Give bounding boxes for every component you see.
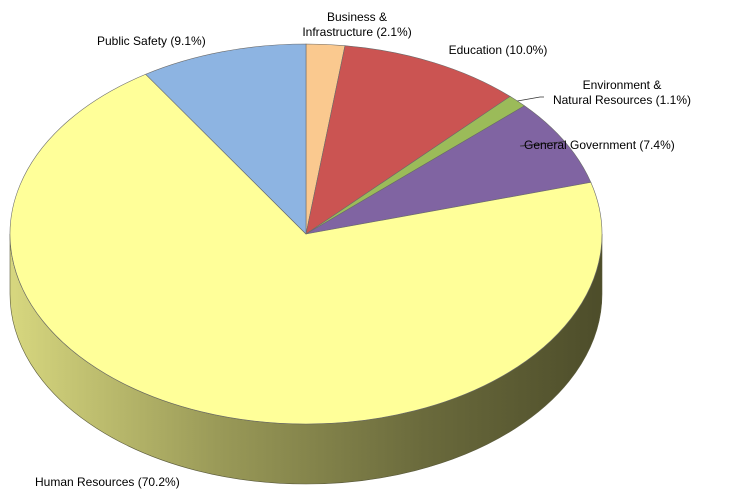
- slice-label: Environment &: [583, 78, 662, 92]
- slice-label: Natural Resources (1.1%): [553, 93, 691, 107]
- pie-slice: [9, 73, 603, 425]
- slice-label: Human Resources (70.2%): [35, 475, 180, 489]
- slice-label: Business &: [327, 10, 387, 24]
- leader-line: [517, 96, 544, 102]
- slice-labels: Business &Infrastructure (2.1%) Education…: [35, 10, 691, 489]
- slice-label: Infrastructure (2.1%): [302, 25, 411, 39]
- leader-lines: [517, 96, 565, 147]
- pie-slice: [305, 45, 511, 235]
- slice-label: General Government (7.4%): [524, 138, 675, 152]
- pie-slice: [145, 43, 307, 235]
- pie-slices: [9, 43, 603, 425]
- slice-label: Education (10.0%): [449, 43, 548, 57]
- leader-line: [519, 141, 565, 147]
- pie-slice: [305, 105, 592, 235]
- slice-label: Public Safety (9.1%): [97, 34, 206, 48]
